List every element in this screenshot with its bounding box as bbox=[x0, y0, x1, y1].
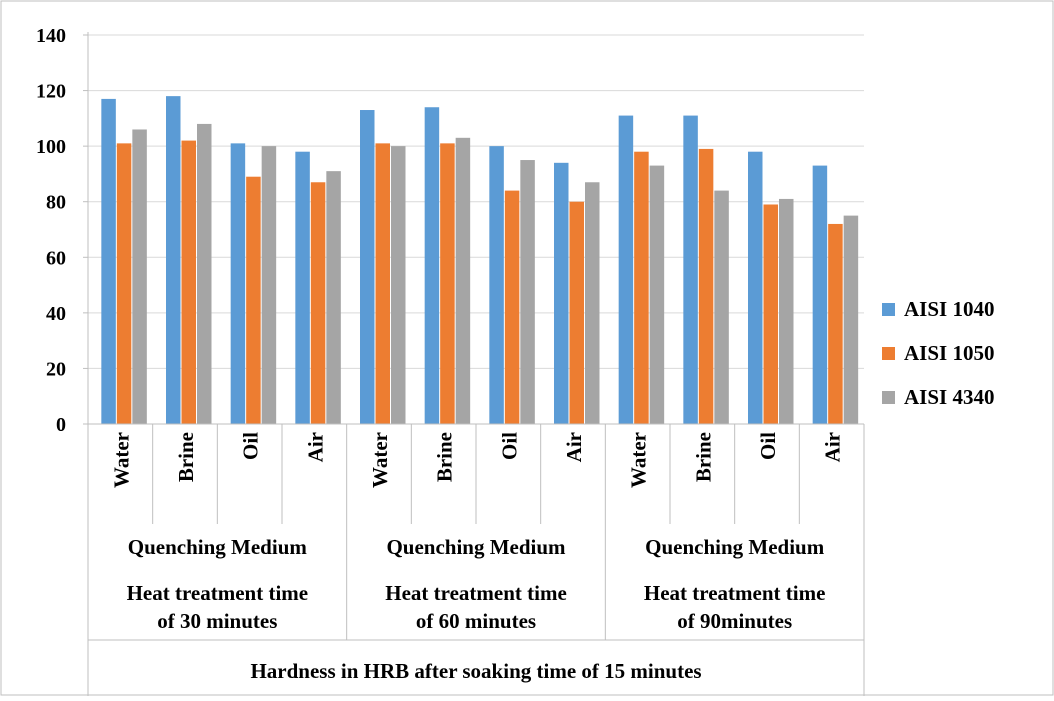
bar-aisi-1040 bbox=[424, 107, 440, 424]
legend-swatch bbox=[882, 391, 895, 404]
bar-aisi-1050 bbox=[763, 204, 778, 424]
bar-aisi-1040 bbox=[101, 98, 116, 425]
bar-aisi-1050 bbox=[375, 143, 390, 424]
outer-axis-label: Hardness in HRB after soaking time of 15… bbox=[250, 659, 701, 683]
y-tick-label: 100 bbox=[36, 136, 66, 158]
x-category-label: Water bbox=[368, 432, 392, 488]
y-tick-label: 40 bbox=[46, 303, 66, 325]
x-category-label: Air bbox=[562, 432, 586, 462]
y-tick-label: 120 bbox=[36, 81, 66, 103]
group-time-label-line2: of 90minutes bbox=[677, 609, 792, 633]
bar-aisi-4340 bbox=[326, 171, 341, 424]
group-time-label-line1: Heat treatment time bbox=[644, 581, 826, 605]
bar-aisi-4340 bbox=[261, 146, 277, 424]
x-category-label: Water bbox=[627, 432, 651, 488]
x-category-label: Oil bbox=[239, 432, 263, 460]
bar-aisi-4340 bbox=[520, 160, 535, 425]
bar-aisi-4340 bbox=[455, 137, 471, 425]
legend-swatch bbox=[882, 303, 895, 316]
y-tick-label: 140 bbox=[36, 25, 66, 47]
bar-aisi-4340 bbox=[391, 146, 406, 424]
gridlines bbox=[88, 34, 864, 369]
bar-aisi-1050 bbox=[181, 140, 196, 425]
legend-label: AISI 4340 bbox=[904, 385, 994, 409]
group-time-label-line2: of 30 minutes bbox=[157, 609, 277, 633]
group-time-label-line1: Heat treatment time bbox=[385, 581, 567, 605]
x-category-label: Brine bbox=[433, 432, 457, 482]
bar-aisi-4340 bbox=[649, 165, 665, 425]
y-tick-label: 0 bbox=[56, 414, 66, 436]
group-medium-label: Quenching Medium bbox=[645, 535, 825, 559]
bar-aisi-4340 bbox=[585, 182, 600, 424]
bar-aisi-1050 bbox=[504, 190, 520, 424]
bar-aisi-4340 bbox=[714, 190, 729, 424]
bar-aisi-1040 bbox=[295, 151, 310, 424]
bar-aisi-1050 bbox=[569, 201, 584, 424]
bar-aisi-1050 bbox=[440, 143, 455, 424]
group-medium-label: Quenching Medium bbox=[386, 535, 566, 559]
x-category-label: Air bbox=[821, 432, 845, 462]
bar-aisi-1040 bbox=[554, 162, 569, 425]
x-category-label: Air bbox=[303, 432, 327, 462]
bar-aisi-4340 bbox=[197, 123, 212, 425]
bar-aisi-4340 bbox=[779, 198, 794, 424]
bar-aisi-1040 bbox=[166, 96, 181, 424]
group-time-label-line1: Heat treatment time bbox=[127, 581, 309, 605]
bar-aisi-1040 bbox=[683, 115, 698, 424]
bar-aisi-1040 bbox=[618, 115, 634, 424]
x-category-label: Oil bbox=[756, 432, 780, 460]
bar-aisi-1040 bbox=[489, 146, 504, 424]
group-time-label-line2: of 60 minutes bbox=[416, 609, 536, 633]
x-category-label: Brine bbox=[174, 432, 198, 482]
bars bbox=[101, 96, 859, 425]
y-tick-label: 20 bbox=[46, 358, 66, 380]
legend-swatch bbox=[882, 347, 895, 360]
bar-aisi-1040 bbox=[230, 143, 246, 424]
bar-aisi-1050 bbox=[116, 143, 132, 424]
x-category-label: Brine bbox=[691, 432, 715, 482]
bar-aisi-1050 bbox=[246, 176, 261, 424]
legend-label: AISI 1050 bbox=[904, 341, 994, 365]
legend: AISI 1040 AISI 1050 AISI 4340 bbox=[882, 297, 994, 409]
bar-aisi-1050 bbox=[698, 148, 714, 424]
bar-aisi-1050 bbox=[634, 151, 649, 424]
y-tick-label: 80 bbox=[46, 192, 66, 214]
bar-aisi-1040 bbox=[748, 151, 763, 424]
axis-labels: 0 20 40 60 80 100 120 140 Water Brine Oil Air Water B… bbox=[36, 25, 845, 683]
group-medium-label: Quenching Medium bbox=[128, 535, 308, 559]
axes bbox=[83, 32, 865, 696]
bar-aisi-4340 bbox=[843, 215, 859, 424]
bar-aisi-4340 bbox=[132, 129, 147, 424]
legend-label: AISI 1040 bbox=[904, 297, 994, 321]
x-category-label: Water bbox=[109, 432, 133, 488]
bar-aisi-1050 bbox=[310, 182, 326, 424]
x-category-label: Oil bbox=[497, 432, 521, 460]
bar-aisi-1040 bbox=[812, 165, 828, 425]
bar-aisi-1040 bbox=[360, 110, 375, 425]
bar-aisi-1050 bbox=[828, 223, 843, 424]
y-tick-label: 60 bbox=[46, 247, 66, 269]
